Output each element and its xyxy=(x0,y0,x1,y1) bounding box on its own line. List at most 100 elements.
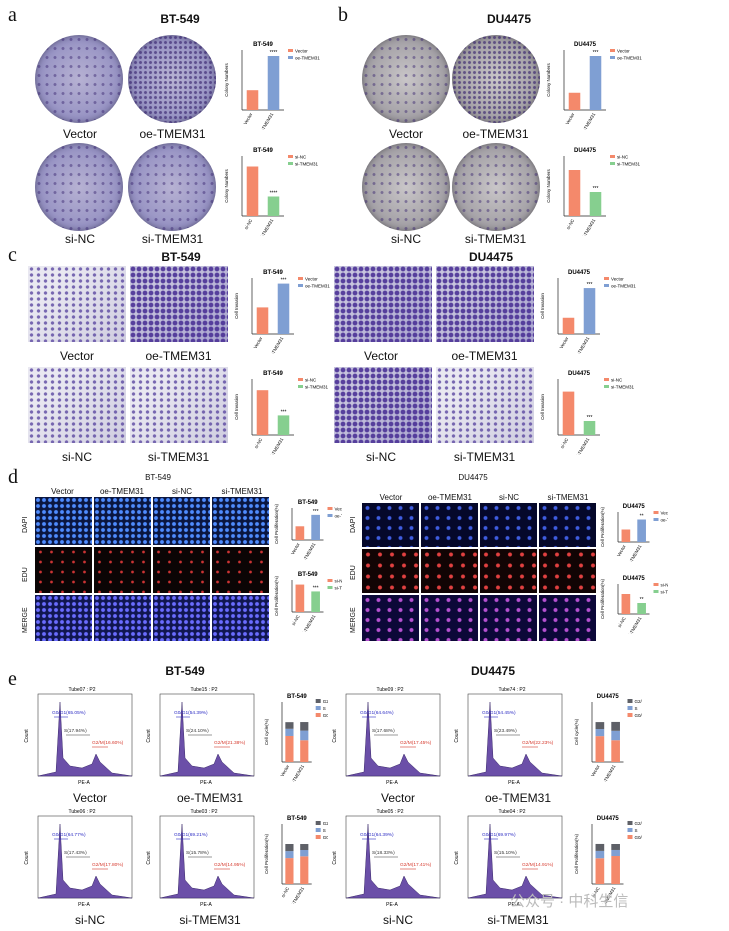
legend-label: G2/M xyxy=(635,821,643,826)
label-c-du-oe: oe-TMEM31 xyxy=(451,349,518,363)
chart-c-du-top: DU4475 Cell Invasion Vector oe-TMEM31 *** Vec… xyxy=(540,270,636,354)
legend-label: si-NC xyxy=(305,378,317,383)
legend-label: si-TMEM31 xyxy=(611,385,634,390)
panel-a-title: BT-549 xyxy=(160,12,200,26)
bar xyxy=(637,519,646,542)
legend-label: S xyxy=(323,828,326,833)
invasion-img-si-du4475 xyxy=(436,367,534,443)
y-axis-label: Cell Invasion xyxy=(540,394,545,420)
significance-mark: *** xyxy=(587,282,593,288)
label-b-si: si-TMEM31 xyxy=(464,232,527,246)
bar-segment xyxy=(611,721,620,731)
g2m-gate-label: G2/M(16.60%) xyxy=(92,740,124,746)
x-axis-label: PE-A xyxy=(200,780,212,786)
legend-label: oe-TMEM31 xyxy=(611,284,636,289)
d-bt-row-merge: MERGE xyxy=(22,607,29,633)
legend-swatch xyxy=(315,835,321,839)
flow-du-sinc: Tube05 : P2 G0/G1(64.39%) S(18.33%) G2/M(17… xyxy=(332,809,441,908)
tick-label: Vector xyxy=(243,112,254,126)
colony-dish-si-bt549 xyxy=(128,143,216,231)
d-du-col-sinc: si-NC xyxy=(499,493,519,502)
y-axis-label: Count xyxy=(454,729,460,743)
tick-label: si-TMEM31 xyxy=(301,614,317,632)
tick-label: oe-TMEM31 xyxy=(288,764,305,782)
d-bt-row-dapi: DAPI xyxy=(22,516,29,534)
bar-segment xyxy=(285,858,294,884)
invasion-img-sinc-du4475 xyxy=(334,367,432,443)
d-bt-edu-4 xyxy=(212,547,269,593)
significance-mark: *** xyxy=(593,50,599,56)
legend-swatch xyxy=(627,835,633,839)
s-gate-label: S(18.33%) xyxy=(372,850,395,856)
legend-label: si-NC xyxy=(295,155,307,160)
bar xyxy=(637,603,646,614)
panel-letter-b: b xyxy=(338,4,348,26)
tube-label: Tube09 : P2 xyxy=(376,687,403,693)
colony-dish-oe-bt549 xyxy=(128,35,216,123)
s-gate-label: S(24.10%) xyxy=(186,728,209,734)
legend-swatch xyxy=(627,713,633,717)
chart-title: DU4475 xyxy=(574,42,597,48)
panel-d-title-du4475: DU4475 xyxy=(458,473,488,482)
tick-label: si-TMEM31 xyxy=(575,437,591,455)
label-c-bt-si: si-TMEM31 xyxy=(147,450,210,464)
histogram-area xyxy=(159,823,255,899)
legend-label: si-NC xyxy=(611,378,623,383)
tick-label: si-TMEM31 xyxy=(269,437,285,455)
d-bt-col-si: si-TMEM31 xyxy=(221,487,263,496)
legend-swatch xyxy=(627,699,633,703)
x-axis-label: PE-A xyxy=(200,902,212,908)
x-axis-label: PE-A xyxy=(386,902,398,908)
chart-title: DU4475 xyxy=(574,148,597,154)
y-axis-label: Cell Proliferation(%) xyxy=(264,833,269,874)
panel-c-title-du4475: DU4475 xyxy=(468,250,514,264)
legend-label: Vector xyxy=(611,277,624,282)
legend-swatch xyxy=(288,56,293,59)
bar-segment xyxy=(611,856,620,884)
chart-c-bt-top: BT-549 Cell Invasion Vector oe-TMEM31 *** Vec… xyxy=(234,270,330,354)
tick-label: Vector xyxy=(559,336,570,350)
tick-label: oe-TMEM31 xyxy=(258,112,275,130)
d-du-col-oe: oe-TMEM31 xyxy=(427,493,472,502)
tick-label: Vector xyxy=(590,764,601,778)
legend-label: Vector xyxy=(335,507,343,512)
s-gate-label: S(15.10%) xyxy=(494,850,517,856)
bar-segment xyxy=(300,844,309,851)
panel-letter-e: e xyxy=(8,668,17,690)
legend-swatch xyxy=(298,385,303,388)
significance-mark: *** xyxy=(281,409,287,415)
y-axis-label: Count xyxy=(24,851,30,865)
label-e-du-sinc: si-NC xyxy=(383,913,413,927)
y-axis-label: Cell Proliferation(%) xyxy=(274,575,279,616)
bar-segment xyxy=(611,849,620,857)
bar xyxy=(311,514,320,540)
legend-label: Vector xyxy=(295,49,308,54)
x-axis-label: PE-A xyxy=(78,780,90,786)
label-c-bt-sinc: si-NC xyxy=(62,450,92,464)
bar-segment xyxy=(285,844,294,852)
legend-swatch xyxy=(653,518,659,521)
significance-mark: *** xyxy=(313,585,319,591)
legend-label: si-TMEM31 xyxy=(661,590,669,595)
d-bt-edu-1 xyxy=(35,547,92,593)
label-b-oe: oe-TMEM31 xyxy=(462,127,529,141)
legend-label: si-TMEM31 xyxy=(295,162,318,167)
bar xyxy=(589,56,602,110)
d-du-edu-1 xyxy=(362,549,419,593)
legend-label: S xyxy=(635,706,638,711)
watermark: 公众号 · 中科生信 xyxy=(510,893,629,910)
d-bt-merge-3 xyxy=(153,595,210,641)
legend-label: si-NC xyxy=(335,579,343,584)
bar-segment xyxy=(285,722,294,729)
y-axis-label: Colony Numbers xyxy=(546,62,551,96)
significance-mark: *** xyxy=(593,186,599,192)
y-axis-label: Cell Invasion xyxy=(540,293,545,319)
g0g1-gate-label: G0/G1(64.77%) xyxy=(52,832,86,838)
y-axis-label: Colony Numbers xyxy=(224,168,229,202)
legend-label: G2/M xyxy=(323,821,328,826)
legend-label: oe-TMEM31 xyxy=(335,514,343,519)
bar-segment xyxy=(595,843,605,851)
